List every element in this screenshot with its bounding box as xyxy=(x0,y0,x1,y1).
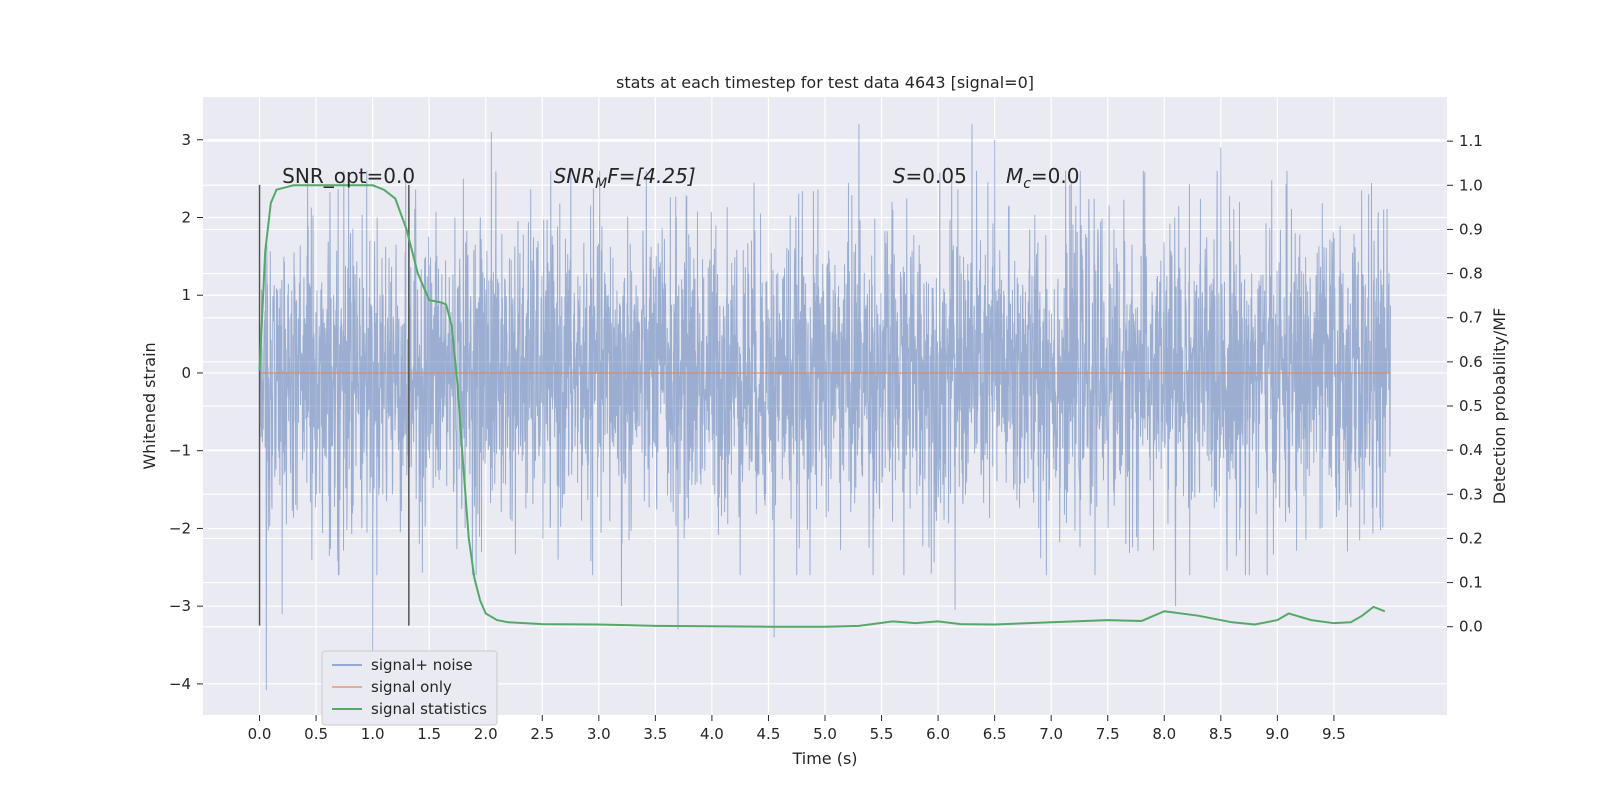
x-tick-label: 8.5 xyxy=(1209,725,1233,743)
x-tick-label: 5.0 xyxy=(813,725,837,743)
y-right-tick-label: 0.5 xyxy=(1459,397,1483,415)
chart-title: stats at each timestep for test data 464… xyxy=(616,73,1034,92)
x-tick-label: 9.0 xyxy=(1265,725,1289,743)
y-left-tick-label: −4 xyxy=(169,675,191,693)
x-tick-label: 8.0 xyxy=(1152,725,1176,743)
y-right-tick-label: 1.0 xyxy=(1459,176,1483,194)
y-left-axis-label: Whitened strain xyxy=(140,342,159,469)
y-left-tick-label: 1 xyxy=(181,286,191,304)
x-tick-label: 5.5 xyxy=(870,725,894,743)
y-right-tick-label: 0.1 xyxy=(1459,574,1483,592)
annotations: SNR_opt=0.0 SNRMF=[4.25] S=0.05 Mc=0.0 xyxy=(282,164,1079,192)
x-tick-label: 0.5 xyxy=(304,725,328,743)
annotation-snr_opt: SNR_opt=0.0 xyxy=(282,164,415,188)
x-tick-label: 1.0 xyxy=(361,725,385,743)
legend-label-stats: signal statistics xyxy=(371,700,487,718)
x-axis-ticks: 0.0 0.5 1.0 1.5 2.0 2.5 3.0 3.5 4.0 4.5 5.0 5.5 6.0 6… xyxy=(248,715,1346,743)
y-right-tick-label: 0.0 xyxy=(1459,618,1483,636)
legend: signal+ noise signal only signal statist… xyxy=(321,650,498,726)
vertical-markers xyxy=(258,184,410,626)
x-tick-label: 7.5 xyxy=(1096,725,1120,743)
y-right-tick-label: 0.7 xyxy=(1459,309,1483,327)
annotation-snr_mf: SNRMF=[4.25] xyxy=(554,164,696,192)
y-right-tick-label: 0.8 xyxy=(1459,265,1483,283)
x-tick-label: 9.5 xyxy=(1322,725,1346,743)
annotation-s: S=0.05 xyxy=(893,164,967,188)
x-tick-label: 6.5 xyxy=(983,725,1007,743)
series-signal-statistics xyxy=(258,184,1386,628)
y-left-axis-ticks: −4 −3 −2 −1 0 1 2 3 xyxy=(169,131,203,693)
y-left-tick-label: −1 xyxy=(169,442,191,460)
y-right-tick-label: 0.6 xyxy=(1459,353,1483,371)
y-left-tick-label: 0 xyxy=(181,364,191,382)
x-tick-label: 4.0 xyxy=(700,725,724,743)
y-right-tick-label: 1.1 xyxy=(1459,132,1483,150)
x-tick-label: 3.0 xyxy=(587,725,611,743)
series-signal-plus-noise xyxy=(259,124,1391,691)
legend-box xyxy=(321,650,498,726)
y-left-tick-label: −3 xyxy=(169,597,191,615)
y-right-tick-label: 0.3 xyxy=(1459,485,1483,503)
x-tick-label: 1.5 xyxy=(417,725,441,743)
x-axis-label: Time (s) xyxy=(791,749,857,768)
y-left-tick-label: 3 xyxy=(181,131,191,149)
statistics-line xyxy=(258,184,1386,628)
y-right-tick-label: 0.2 xyxy=(1459,529,1483,547)
y-left-tick-label: −2 xyxy=(169,519,191,537)
y-right-axis-ticks: 0.0 0.1 0.2 0.3 0.4 0.5 0.6 0.7 0.8 0.9 1.0 1.1 xyxy=(1447,132,1483,636)
y-right-axis-label: Detection probability/MF xyxy=(1490,308,1509,505)
x-tick-label: 0.0 xyxy=(248,725,272,743)
y-left-tick-label: 2 xyxy=(181,208,191,226)
legend-label-noise: signal+ noise xyxy=(371,656,473,674)
noise-line xyxy=(259,124,1391,691)
x-tick-label: 2.0 xyxy=(474,725,498,743)
x-tick-label: 6.0 xyxy=(926,725,950,743)
legend-label-signal: signal only xyxy=(371,678,452,696)
x-tick-label: 2.5 xyxy=(530,725,554,743)
x-tick-label: 3.5 xyxy=(643,725,667,743)
x-tick-label: 7.0 xyxy=(1039,725,1063,743)
y-right-tick-label: 0.9 xyxy=(1459,220,1483,238)
y-right-tick-label: 0.4 xyxy=(1459,441,1483,459)
annotation-mc: Mc=0.0 xyxy=(1006,164,1080,192)
x-tick-label: 4.5 xyxy=(757,725,781,743)
